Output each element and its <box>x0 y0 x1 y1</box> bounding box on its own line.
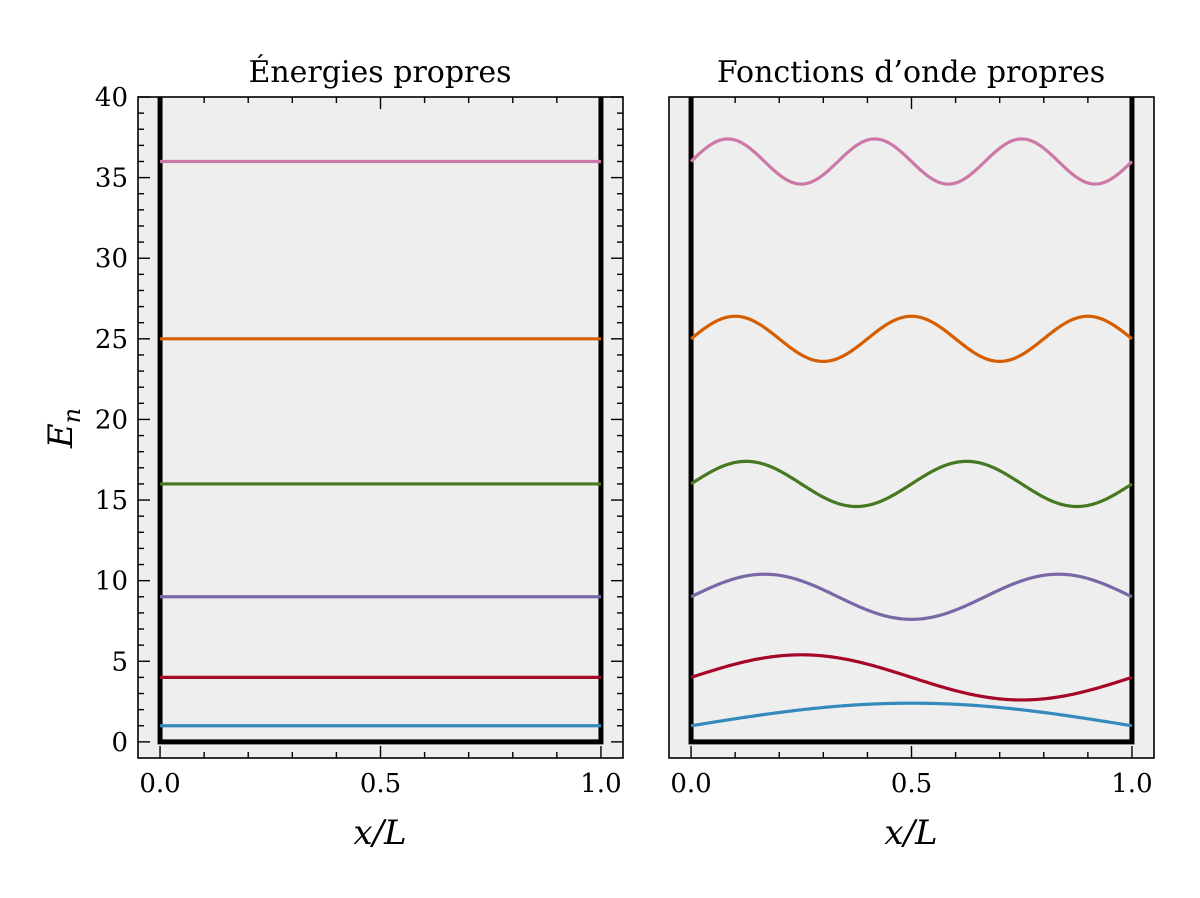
wavefunction-curves <box>689 137 1134 728</box>
wavefunction-n6 <box>689 137 1134 186</box>
energy-x-tick-labels: 0.0 0.5 1.0 <box>139 769 621 799</box>
wavefunction-n2 <box>690 653 1133 702</box>
energy-x-axis-label: x/L <box>353 813 406 853</box>
wavefunction-panel-title: Fonctions d’onde propres <box>717 55 1105 90</box>
wavefunction-plot-area <box>669 97 1154 758</box>
y-tick-label: 35 <box>95 164 128 194</box>
energy-axis-ticks <box>138 96 623 758</box>
wavefunction-n4 <box>690 459 1133 509</box>
wavefunction-n3 <box>690 572 1133 621</box>
y-tick-label: 15 <box>95 486 128 516</box>
x-tick-label: 1.0 <box>580 769 621 799</box>
y-tick-label: 25 <box>95 325 128 355</box>
wavefunction-x-axis-label: x/L <box>884 813 937 853</box>
wavefunction-n5 <box>690 314 1133 364</box>
y-tick-label: 5 <box>111 647 128 677</box>
energy-levels-panel: Énergies propres 0.0 0.5 1.0 0 5 10 15 20 25 30 3… <box>41 54 624 853</box>
energy-level-lines <box>160 159 601 728</box>
y-tick-label: 40 <box>95 83 128 113</box>
energy-panel-title: Énergies propres <box>248 54 511 90</box>
x-tick-label: 0.5 <box>891 769 932 799</box>
energy-y-axis-symbol: E <box>41 423 81 449</box>
wavefunction-well-walls <box>688 97 1135 745</box>
x-tick-label: 0.0 <box>139 769 180 799</box>
wavefunction-n1 <box>690 701 1133 728</box>
y-tick-label: 30 <box>95 244 128 274</box>
energy-plot-area <box>138 97 623 758</box>
well-boundary-line <box>157 97 604 745</box>
well-boundary-line <box>688 97 1135 745</box>
energy-well-walls <box>157 97 604 745</box>
y-tick-label: 0 <box>111 728 128 758</box>
energy-y-axis-label: En <box>41 408 86 449</box>
wavefunctions-panel: Fonctions d’onde propres 0.0 0.5 1.0 x/L <box>668 55 1155 853</box>
x-tick-label: 0.5 <box>360 769 401 799</box>
wavefunction-axis-ticks <box>690 97 1133 758</box>
y-tick-label: 10 <box>95 567 128 597</box>
y-tick-label: 20 <box>95 405 128 435</box>
wavefunction-x-tick-labels: 0.0 0.5 1.0 <box>670 769 1152 799</box>
x-tick-label: 1.0 <box>1111 769 1152 799</box>
x-tick-label: 0.0 <box>670 769 711 799</box>
energy-y-axis-subscript: n <box>58 408 86 423</box>
energy-y-tick-labels: 0 5 10 15 20 25 30 35 40 <box>95 83 128 758</box>
